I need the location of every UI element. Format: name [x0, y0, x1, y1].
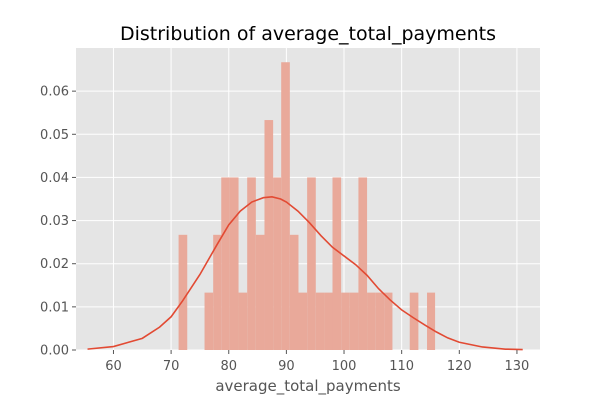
histogram-bar [273, 177, 282, 350]
y-tick-label: 0.03 [40, 214, 69, 229]
histogram-bar [358, 177, 368, 350]
y-tick-label: 0.06 [40, 85, 69, 100]
x-tick-label: 130 [505, 359, 530, 374]
x-tick-label: 80 [220, 359, 237, 374]
histogram-bar [341, 292, 350, 350]
histogram-bar [264, 120, 274, 350]
histogram-bar [315, 292, 325, 350]
histogram-bar [409, 292, 419, 350]
y-tick-label: 0.00 [40, 344, 69, 359]
histogram-bar [289, 234, 299, 350]
x-tick-label: 110 [389, 359, 414, 374]
x-axis-ticks: 60 70 80 90 100 110 120 130 [105, 350, 529, 374]
histogram-bar [427, 292, 436, 350]
histogram-bar [229, 177, 239, 350]
histogram-bar [213, 234, 222, 350]
histogram-bar [307, 177, 316, 350]
y-tick-label: 0.02 [40, 257, 69, 272]
x-tick-label: 120 [447, 359, 472, 374]
histogram-bar [349, 292, 359, 350]
histogram-bar [375, 292, 385, 350]
kde-curve [87, 196, 523, 351]
x-tick-label: 100 [332, 359, 357, 374]
x-tick-label: 70 [163, 359, 180, 374]
histogram-bar [247, 177, 256, 350]
histogram-bar [204, 292, 214, 350]
histogram-bar [178, 234, 188, 350]
y-tick-label: 0.01 [40, 300, 69, 315]
chart-title: Distribution of average_total_payments [120, 23, 496, 45]
histogram-bar [367, 292, 376, 350]
histogram-bar [384, 292, 393, 350]
histogram-bars [178, 62, 436, 350]
histogram-bar [324, 292, 333, 350]
x-axis-label: average_total_payments [215, 377, 401, 396]
histogram-bar [238, 292, 248, 350]
x-tick-label: 90 [278, 359, 295, 374]
x-tick-label: 60 [105, 359, 122, 374]
histogram-bar [332, 177, 342, 350]
y-axis-ticks: 0.00 0.01 0.02 0.03 0.04 0.05 0.06 [40, 85, 76, 359]
histogram-bar [255, 234, 265, 350]
y-tick-label: 0.05 [40, 128, 69, 143]
y-tick-label: 0.04 [40, 171, 69, 186]
histogram-bar [221, 177, 230, 350]
histogram-bar [298, 292, 308, 350]
histogram-bar [281, 62, 290, 350]
